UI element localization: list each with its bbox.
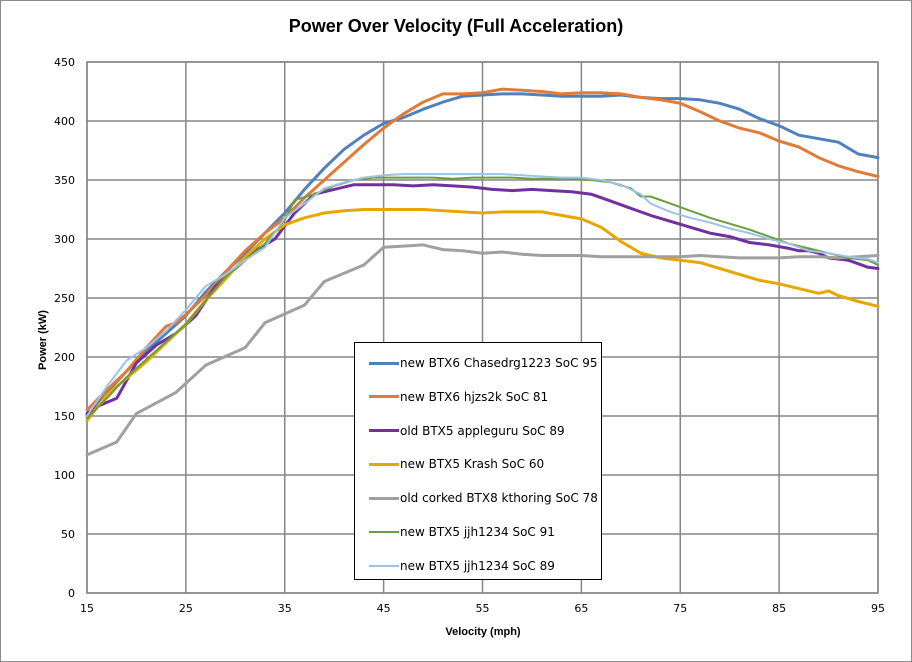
series-line-6 bbox=[86, 173, 879, 417]
x-tick-label: 95 bbox=[871, 602, 885, 615]
y-tick-label: 150 bbox=[54, 410, 75, 423]
y-tick-label: 50 bbox=[61, 528, 75, 541]
x-tick-label: 85 bbox=[772, 602, 786, 615]
legend-label: old corked BTX8 kthoring SoC 78 bbox=[400, 491, 598, 506]
x-axis-title: Velocity (mph) bbox=[445, 626, 521, 638]
x-tick-label: 65 bbox=[574, 602, 588, 615]
y-tick-label: 250 bbox=[54, 292, 75, 305]
y-tick-label: 450 bbox=[54, 56, 75, 69]
legend-swatch bbox=[369, 361, 399, 365]
x-tick-label: 55 bbox=[476, 602, 490, 615]
legend-label: new BTX6 Chasedrg1223 SoC 95 bbox=[400, 356, 598, 370]
legend-label: new BTX5 Krash SoC 60 bbox=[400, 457, 545, 472]
y-tick-label: 200 bbox=[54, 351, 75, 364]
y-axis-ticks: 0 50 100 150 200 250 300 350 400 450 bbox=[54, 56, 75, 600]
series-line-5 bbox=[86, 176, 879, 420]
legend-swatch bbox=[369, 395, 399, 399]
legend-item: new BTX6 hjzs2k SoC 81 bbox=[369, 387, 548, 407]
legend-item: old corked BTX8 kthoring SoC 78 bbox=[369, 488, 598, 508]
legend-item: new BTX5 Krash SoC 60 bbox=[369, 454, 544, 474]
y-tick-label: 0 bbox=[68, 587, 75, 600]
series-line-1 bbox=[85, 87, 880, 412]
x-tick-label: 45 bbox=[377, 602, 391, 615]
legend-swatch bbox=[369, 496, 399, 500]
legend-item: old BTX5 appleguru SoC 89 bbox=[369, 421, 565, 441]
x-tick-label: 35 bbox=[278, 602, 292, 615]
x-axis-ticks: 15 25 35 45 55 65 75 85 95 bbox=[80, 602, 885, 615]
legend-swatch bbox=[369, 531, 399, 533]
legend-label: new BTX5 jjh1234 SoC 89 bbox=[400, 558, 555, 573]
legend-label: new BTX6 hjzs2k SoC 81 bbox=[400, 389, 549, 404]
legend-swatch bbox=[369, 564, 399, 567]
x-tick-label: 25 bbox=[179, 602, 193, 615]
x-tick-label: 15 bbox=[80, 602, 94, 615]
series-line-3 bbox=[85, 208, 880, 423]
legend-item: new BTX6 Chasedrg1223 SoC 95 bbox=[369, 353, 598, 373]
series-lines bbox=[85, 87, 880, 457]
legend-swatch bbox=[369, 429, 399, 433]
legend-swatch bbox=[369, 462, 399, 466]
y-tick-label: 400 bbox=[54, 115, 75, 128]
gridlines bbox=[86, 61, 879, 594]
legend-label: old BTX5 appleguru SoC 89 bbox=[400, 423, 565, 438]
x-tick-label: 75 bbox=[673, 602, 687, 615]
y-axis-title: Power (kW) bbox=[37, 310, 49, 370]
y-tick-label: 100 bbox=[54, 469, 75, 482]
legend-item: new BTX5 jjh1234 SoC 91 bbox=[369, 522, 555, 542]
legend: new BTX6 Chasedrg1223 SoC 95 new BTX6 hjz… bbox=[354, 342, 602, 580]
chart-title: Power Over Velocity (Full Acceleration) bbox=[288, 16, 624, 36]
y-tick-label: 350 bbox=[54, 174, 75, 187]
y-tick-label: 300 bbox=[54, 233, 75, 246]
legend-label: new BTX5 jjh1234 SoC 91 bbox=[400, 525, 555, 539]
series-line-4 bbox=[85, 243, 880, 457]
legend-item: new BTX5 jjh1234 SoC 89 bbox=[369, 556, 555, 576]
